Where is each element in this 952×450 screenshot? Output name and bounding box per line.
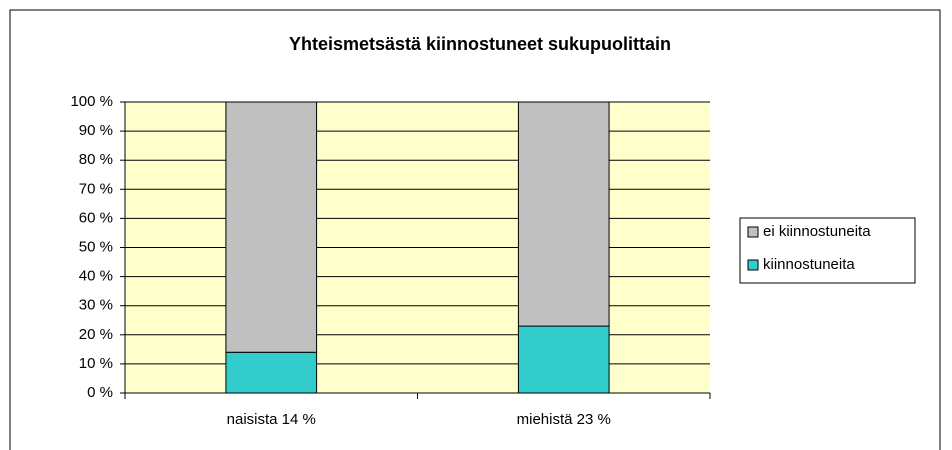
legend-swatch <box>747 259 759 271</box>
y-tick-label: 40 % <box>79 268 113 285</box>
chart-frame <box>9 9 941 450</box>
bar-segment <box>517 325 610 394</box>
bar-segment <box>225 101 318 353</box>
y-tick-label: 50 % <box>79 238 113 255</box>
y-tick-label: 20 % <box>79 326 113 343</box>
y-tick-label: 30 % <box>79 297 113 314</box>
y-tick-label: 60 % <box>79 209 113 226</box>
y-tick-label: 10 % <box>79 355 113 372</box>
y-tick-label: 70 % <box>79 180 113 197</box>
legend-swatch <box>747 226 759 238</box>
x-tick-label: naisista 14 % <box>227 411 316 428</box>
y-tick-label: 100 % <box>70 93 113 110</box>
y-tick-label: 0 % <box>87 384 113 401</box>
bar-segment <box>517 101 610 327</box>
legend-label: ei kiinnostuneita <box>763 223 871 240</box>
chart-title: Yhteismetsästä kiinnostuneet sukupuolitt… <box>289 34 671 54</box>
legend-box <box>739 217 916 284</box>
y-tick-label: 80 % <box>79 151 113 168</box>
x-tick-label: miehistä 23 % <box>517 411 611 428</box>
bar-segment <box>225 351 318 394</box>
legend-label: kiinnostuneita <box>763 256 855 273</box>
y-tick-label: 90 % <box>79 122 113 139</box>
